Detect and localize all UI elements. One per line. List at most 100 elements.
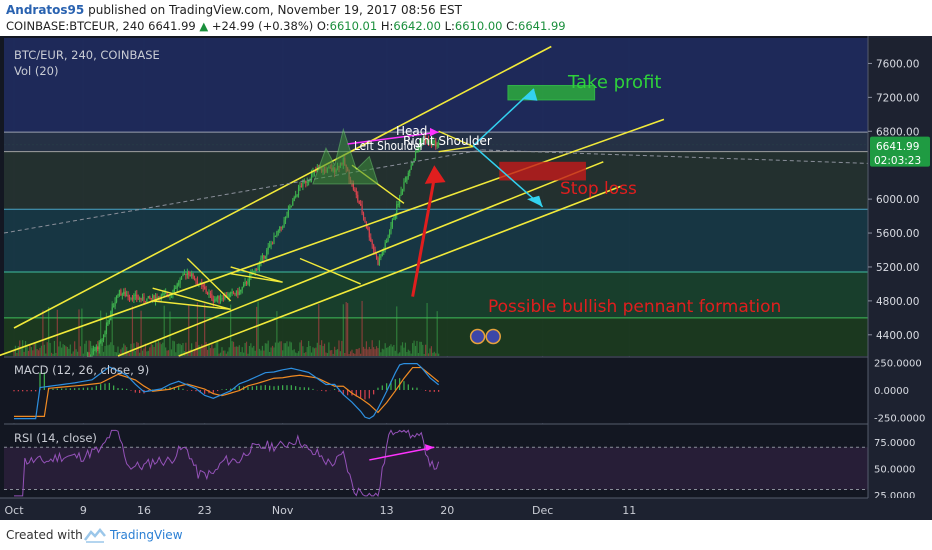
- macd-hist-9: [52, 388, 54, 390]
- candle-body-62: [102, 334, 105, 340]
- open-value: 6610.01: [329, 19, 378, 33]
- volume-bar-130: [201, 344, 203, 356]
- candle-body-117: [182, 274, 184, 276]
- low-label: L:: [444, 19, 455, 33]
- volume-bar-19: [40, 345, 43, 356]
- macd-hist-41: [191, 390, 193, 391]
- x-tick-label-4: Nov: [272, 504, 294, 517]
- candle-body-170: [258, 262, 261, 267]
- volume-bar-189: [286, 341, 288, 356]
- candle-body-294: [438, 142, 440, 144]
- macd-hist-59: [269, 385, 271, 390]
- macd-hist-96: [429, 390, 431, 392]
- candle-body-108: [169, 295, 171, 297]
- macd-hist-49: [225, 388, 227, 390]
- candle-body-178: [270, 243, 272, 245]
- macd-hist-91: [407, 384, 409, 390]
- macd-hist-98: [438, 390, 440, 392]
- volume-bar-221: [332, 353, 334, 356]
- candle-body-112: [175, 287, 177, 289]
- volume-bar-134: [206, 349, 209, 356]
- candle-body-88: [140, 298, 142, 300]
- volume-bar-67: [110, 342, 112, 356]
- volume-bar-237: [355, 348, 357, 356]
- volume-bar-91: [144, 343, 147, 356]
- candle-body-136: [209, 293, 212, 295]
- volume-bar-109: [170, 349, 173, 356]
- macd-hist-60: [273, 386, 275, 390]
- volume-bar-263: [393, 344, 395, 356]
- candle-body-200: [302, 181, 304, 187]
- macd-hist-86: [386, 383, 388, 390]
- macd-hist-36: [169, 387, 171, 390]
- chart-canvas[interactable]: Oct 9 16 23 Nov 13 20 Dec 11 7600.00 7200.00 6800.0…: [0, 36, 932, 520]
- y-tick-4: 5600.00: [876, 228, 919, 240]
- volume-bar-22: [45, 353, 47, 356]
- y-tick-3: 6000.00: [876, 194, 919, 206]
- macd-hist-97: [433, 390, 435, 392]
- candle-body-119: [185, 274, 187, 276]
- volume-bar-191: [289, 341, 291, 356]
- volume-bar-146: [224, 350, 226, 356]
- candle-body-168: [256, 269, 258, 271]
- candle-body-138: [212, 299, 214, 302]
- candle-body-249: [373, 244, 375, 250]
- rsi-magenta-line: [369, 446, 435, 461]
- volume-bar-3: [17, 346, 19, 356]
- volume-bar-240: [360, 353, 362, 356]
- candle-body-135: [208, 293, 210, 295]
- cyan-down-arrow: [472, 145, 544, 208]
- macd-hist-21: [104, 383, 106, 390]
- macd-hist-38: [178, 387, 180, 390]
- volume-bar-167: [254, 350, 256, 356]
- volume-bar-249: [373, 347, 375, 356]
- macd-hist-14: [74, 388, 76, 390]
- tradingview-brand-link[interactable]: TradingView: [110, 528, 183, 542]
- macd-hist-29: [139, 390, 141, 394]
- volume-bar-165: [251, 347, 253, 356]
- volume-bar-143: [219, 352, 222, 356]
- macd-hist-54: [247, 386, 249, 390]
- candle-body-149: [228, 293, 230, 297]
- volume-bar-242: [362, 346, 365, 356]
- volume-bar-75: [121, 347, 123, 356]
- volume-bar-176: [267, 340, 269, 356]
- candle-body-104: [163, 293, 165, 295]
- volume-bar-9: [26, 345, 28, 356]
- candle-body-263: [393, 218, 395, 220]
- volume-bar-187: [283, 343, 285, 356]
- volume-bar-79: [127, 351, 129, 356]
- volume-bar-80: [128, 353, 131, 356]
- volume-bar-182: [276, 311, 278, 356]
- volume-bar-29: [55, 352, 57, 356]
- volume-bar-147: [225, 353, 227, 356]
- last-price: 6641.99: [148, 19, 196, 33]
- candle-body-199: [300, 185, 303, 187]
- volume-bar-234: [351, 349, 353, 356]
- macd-y-tick-0: 250.0000: [874, 359, 922, 370]
- candle-body-66: [108, 320, 110, 323]
- macd-hist-72: [325, 390, 327, 392]
- volume-bar-97: [153, 346, 155, 356]
- volume-bar-42: [74, 341, 76, 356]
- annotation-pennant: Possible bullish pennant formation: [488, 297, 781, 317]
- volume-bar-181: [274, 342, 277, 356]
- macd-hist-66: [299, 387, 301, 390]
- volume-bar-207: [312, 347, 314, 356]
- candle-body-196: [296, 195, 298, 197]
- author-link[interactable]: Andratos95: [6, 3, 85, 17]
- candle-body-191: [289, 206, 291, 210]
- volume-bar-186: [282, 350, 284, 356]
- volume-bar-61: [101, 342, 103, 356]
- candle-body-95: [150, 298, 152, 300]
- volume-bar-23: [46, 342, 48, 356]
- macd-hist-25: [121, 388, 123, 390]
- volume-bar-92: [146, 351, 148, 356]
- volume-bar-139: [214, 347, 216, 356]
- volume-bar-174: [264, 343, 266, 356]
- candle-body-60: [100, 340, 102, 343]
- volume-bar-76: [123, 343, 125, 356]
- volume-bar-13: [32, 350, 34, 356]
- candle-body-158: [241, 287, 243, 290]
- volume-bar-157: [240, 352, 242, 356]
